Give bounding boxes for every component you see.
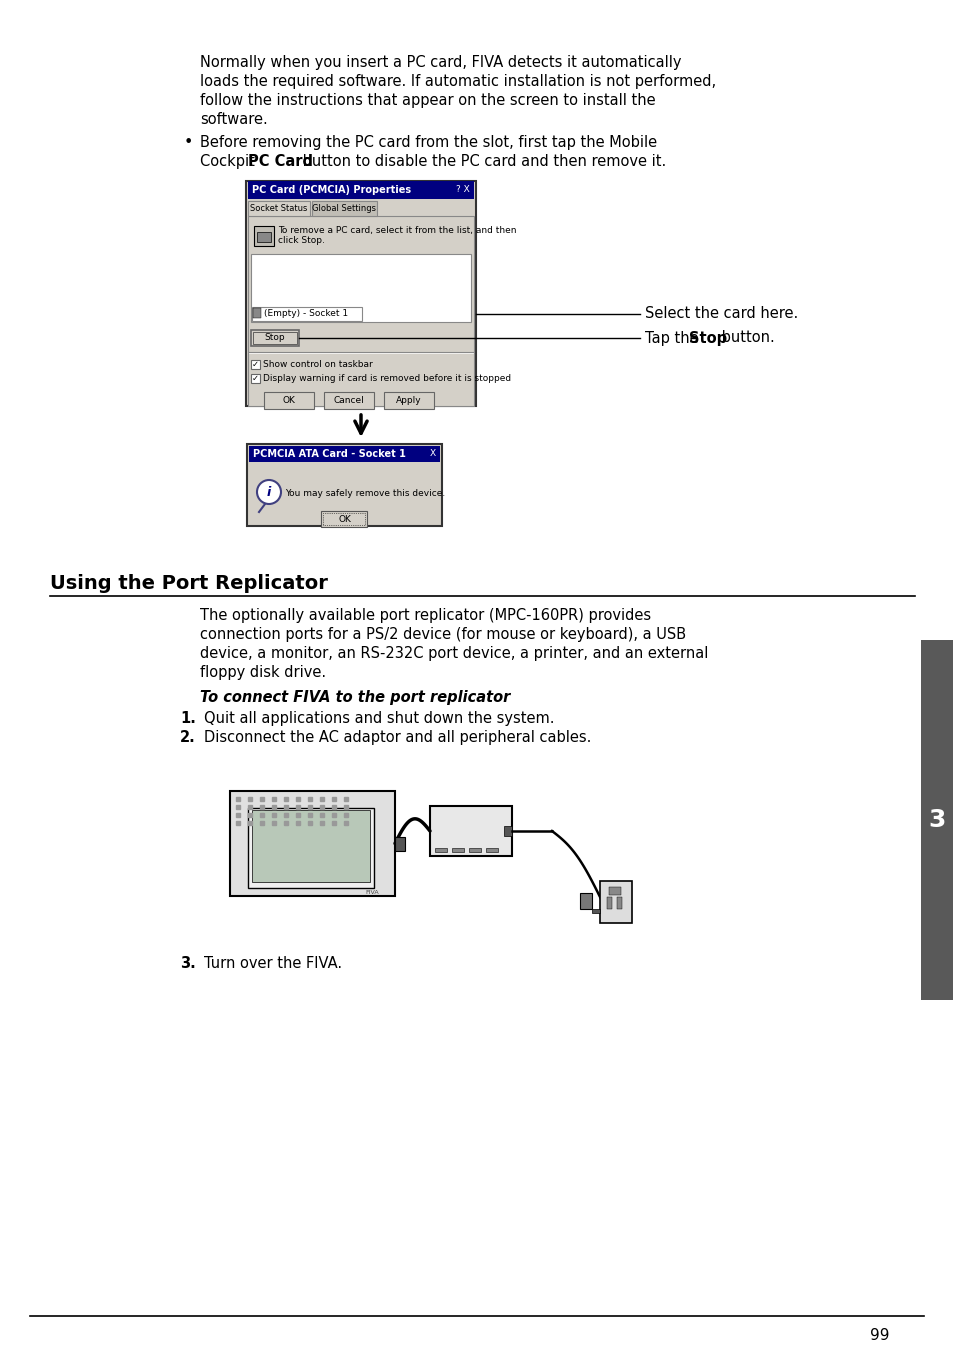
Text: Normally when you insert a PC card, FIVA detects it automatically: Normally when you insert a PC card, FIVA…	[200, 55, 680, 70]
Text: Apply: Apply	[395, 396, 421, 406]
Text: floppy disk drive.: floppy disk drive.	[200, 665, 326, 680]
Bar	[251, 330, 298, 346]
Text: ✓: ✓	[252, 375, 258, 383]
Bar	[384, 392, 434, 410]
Text: 1.: 1.	[180, 711, 195, 726]
Text: Socket Status: Socket Status	[250, 204, 308, 214]
Bar	[323, 512, 365, 525]
Bar	[430, 806, 512, 856]
Text: FIVA: FIVA	[365, 890, 378, 895]
Bar	[579, 894, 592, 909]
Bar	[249, 446, 439, 462]
Text: Select the card here.: Select the card here.	[644, 307, 798, 322]
Text: button.: button.	[717, 330, 774, 346]
Text: To connect FIVA to the port replicator: To connect FIVA to the port replicator	[200, 690, 510, 704]
Text: loads the required software. If automatic installation is not performed,: loads the required software. If automati…	[200, 74, 716, 89]
Text: device, a monitor, an RS-232C port device, a printer, and an external: device, a monitor, an RS-232C port devic…	[200, 646, 708, 661]
Bar	[246, 181, 476, 406]
Bar	[248, 201, 310, 216]
Bar	[252, 810, 370, 882]
Text: Using the Port Replicator: Using the Port Replicator	[50, 575, 328, 594]
Text: 99: 99	[869, 1328, 889, 1343]
Bar	[253, 226, 274, 246]
Text: PC Card: PC Card	[248, 154, 313, 169]
Bar	[608, 887, 620, 895]
Text: Turn over the FIVA.: Turn over the FIVA.	[204, 956, 342, 971]
Bar	[247, 443, 441, 526]
Text: Cockpit: Cockpit	[200, 154, 259, 169]
Text: 2.: 2.	[180, 730, 195, 745]
Bar	[264, 392, 314, 410]
Bar	[248, 181, 474, 199]
Text: The optionally available port replicator (MPC-160PR) provides: The optionally available port replicator…	[200, 608, 651, 623]
Bar	[312, 201, 376, 216]
Bar	[469, 848, 480, 852]
Text: connection ports for a PS/2 device (for mouse or keyboard), a USB: connection ports for a PS/2 device (for …	[200, 627, 685, 642]
Bar	[230, 791, 395, 896]
Text: X: X	[430, 449, 436, 458]
Text: Quit all applications and shut down the system.: Quit all applications and shut down the …	[204, 711, 554, 726]
Text: PC Card (PCMCIA) Properties: PC Card (PCMCIA) Properties	[252, 185, 411, 195]
Bar	[592, 909, 599, 913]
Text: button to disable the PC card and then remove it.: button to disable the PC card and then r…	[297, 154, 665, 169]
Text: 3: 3	[928, 808, 945, 831]
Text: Stop: Stop	[264, 334, 285, 342]
Bar	[503, 826, 512, 836]
Bar	[251, 360, 260, 369]
Bar	[920, 639, 953, 1000]
Bar	[251, 254, 471, 322]
Bar	[248, 216, 474, 406]
Text: 3.: 3.	[180, 956, 195, 971]
Text: •: •	[184, 135, 193, 150]
Bar	[395, 837, 405, 850]
Bar	[606, 896, 612, 909]
Bar	[324, 392, 374, 410]
Text: i: i	[267, 485, 271, 499]
Text: PCMCIA ATA Card - Socket 1: PCMCIA ATA Card - Socket 1	[253, 449, 405, 458]
Text: OK: OK	[282, 396, 295, 406]
Text: To remove a PC card, select it from the list, and then: To remove a PC card, select it from the …	[277, 226, 516, 235]
Text: Tap the: Tap the	[644, 330, 702, 346]
Text: software.: software.	[200, 112, 268, 127]
Text: follow the instructions that appear on the screen to install the: follow the instructions that appear on t…	[200, 93, 655, 108]
Text: ✓: ✓	[252, 360, 258, 369]
Bar	[248, 808, 374, 888]
Bar	[253, 308, 261, 318]
Text: OK: OK	[337, 515, 351, 523]
Text: Show control on taskbar: Show control on taskbar	[263, 360, 373, 369]
Bar	[599, 882, 631, 923]
Bar	[485, 848, 497, 852]
Bar	[321, 511, 367, 527]
Circle shape	[256, 480, 281, 504]
Text: (Empty) - Socket 1: (Empty) - Socket 1	[264, 310, 348, 319]
Text: Disconnect the AC adaptor and all peripheral cables.: Disconnect the AC adaptor and all periph…	[204, 730, 591, 745]
Bar	[256, 233, 271, 242]
Text: Stop: Stop	[688, 330, 726, 346]
Bar	[435, 848, 447, 852]
Text: Cancel: Cancel	[334, 396, 364, 406]
Text: Global Settings: Global Settings	[313, 204, 376, 214]
Bar	[617, 896, 621, 909]
Bar	[253, 333, 296, 343]
Bar	[252, 307, 361, 320]
Text: click Stop.: click Stop.	[277, 237, 325, 245]
Text: You may safely remove this device.: You may safely remove this device.	[285, 489, 445, 499]
Text: Display warning if card is removed before it is stopped: Display warning if card is removed befor…	[263, 375, 511, 383]
Bar	[452, 848, 463, 852]
Text: Before removing the PC card from the slot, first tap the Mobile: Before removing the PC card from the slo…	[200, 135, 657, 150]
Bar	[251, 375, 260, 383]
Text: ? X: ? X	[456, 185, 470, 195]
